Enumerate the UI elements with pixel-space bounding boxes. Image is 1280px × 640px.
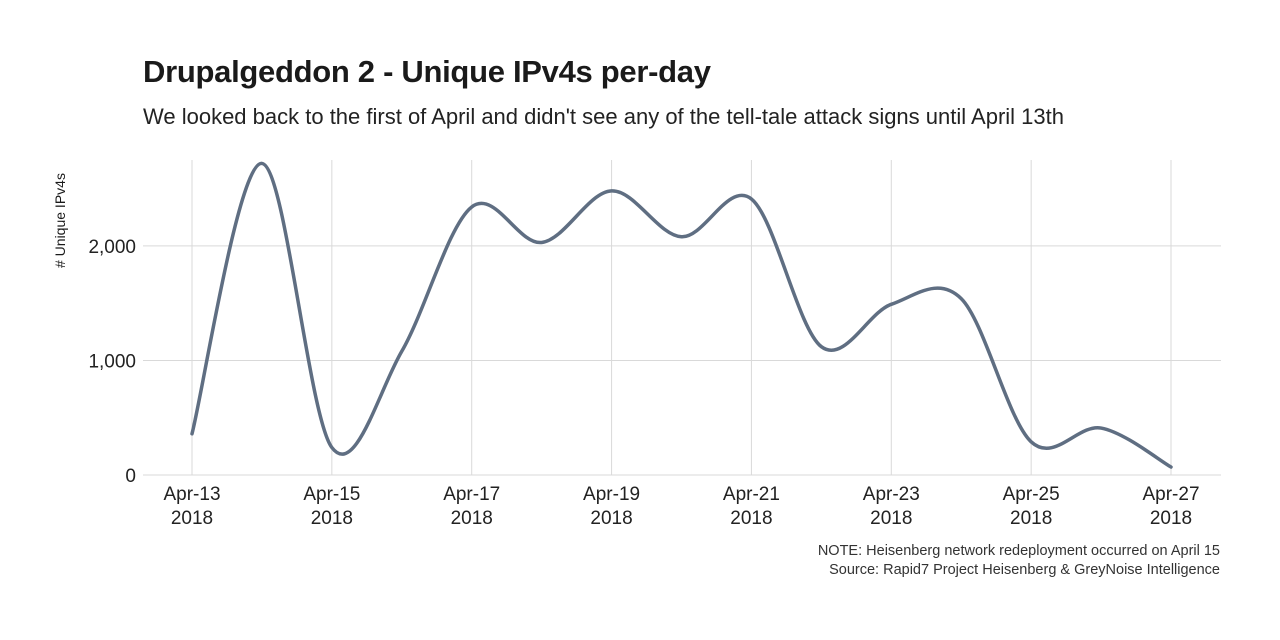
data-point	[610, 189, 613, 192]
data-point	[820, 345, 823, 348]
series-layer	[190, 161, 1173, 469]
x-tick-label: Apr-25	[1003, 484, 1060, 505]
data-point	[260, 162, 263, 165]
y-tick-labels: 0 1,000 2,000	[88, 237, 136, 487]
y-tick-label: 0	[125, 466, 136, 487]
data-point	[680, 235, 683, 238]
data-point	[750, 197, 753, 200]
data-point	[890, 303, 893, 306]
chart-subtitle: We looked back to the first of April and…	[143, 104, 1064, 129]
data-point	[1100, 427, 1103, 430]
x-tick-label: Apr-17	[443, 484, 500, 505]
data-point	[330, 446, 333, 449]
data-point	[540, 241, 543, 244]
x-tick-year-label: 2018	[730, 508, 772, 529]
x-tick-year-label: 2018	[590, 508, 632, 529]
x-tick-year-label: 2018	[1150, 508, 1192, 529]
chart-title: Drupalgeddon 2 - Unique IPv4s per-day	[143, 54, 711, 89]
x-tick-label: Apr-13	[163, 484, 220, 505]
x-tick-year-label: 2018	[311, 508, 353, 529]
x-tick-year-label: 2018	[451, 508, 493, 529]
y-tick-label: 2,000	[88, 237, 136, 258]
data-point	[960, 297, 963, 300]
x-tick-labels: Apr-13 2018 Apr-15 2018 Apr-17 2018 Apr-19 2018…	[163, 484, 1199, 529]
series-line	[190, 161, 1173, 469]
x-tick-year-label: 2018	[1010, 508, 1052, 529]
data-point	[470, 205, 473, 208]
x-tick-year-label: 2018	[171, 508, 213, 529]
x-gridlines	[191, 160, 1172, 475]
x-tick-year-label: 2018	[870, 508, 912, 529]
chart-caption: NOTE: Heisenberg network redeployment oc…	[818, 542, 1220, 580]
x-tick-label: Apr-27	[1142, 484, 1199, 505]
caption-note: NOTE: Heisenberg network redeployment oc…	[817, 543, 1220, 559]
caption-source: Source: Rapid7 Project Heisenberg & Grey…	[829, 562, 1220, 578]
data-point	[1170, 465, 1173, 468]
data-point	[1030, 440, 1033, 443]
x-tick-label: Apr-23	[863, 484, 920, 505]
data-point	[400, 350, 403, 353]
x-tick-label: Apr-15	[303, 484, 360, 505]
x-tick-label: Apr-19	[583, 484, 640, 505]
data-point	[191, 432, 194, 435]
y-tick-label: 1,000	[88, 351, 136, 372]
x-tick-label: Apr-21	[723, 484, 780, 505]
y-gridlines	[143, 245, 1221, 476]
